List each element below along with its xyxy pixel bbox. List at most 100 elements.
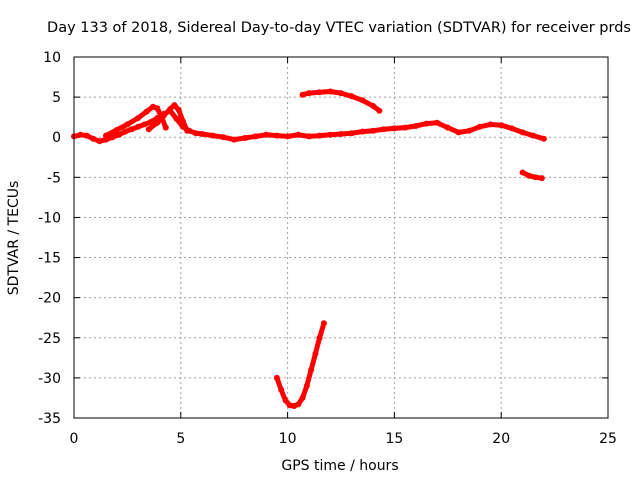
series-arc-to-4h [103,103,169,139]
y-tick-label: -35 [38,411,61,427]
data-point [519,169,526,176]
data-point [115,131,122,138]
data-point [160,112,167,119]
data-point [90,135,97,142]
series-late-negative-segment [519,169,545,182]
data-point [412,123,419,129]
data-point [135,123,142,130]
data-point [312,350,319,357]
y-axis-label: SDTVAR / TECUs [6,181,22,296]
data-point [423,120,430,127]
data-point [508,125,515,132]
series-main-baseline [71,107,547,145]
data-point [278,386,285,393]
data-point [145,126,152,133]
data-point [192,130,199,137]
data-point [530,132,537,139]
data-point [348,130,355,137]
data-point [154,105,161,112]
data-point [444,124,451,131]
data-point [273,132,280,139]
data-point [303,382,310,389]
data-point [532,174,539,181]
x-tick-label: 15 [385,431,403,447]
data-point [96,138,103,145]
data-point [348,93,355,100]
data-point [327,131,334,138]
data-point [143,108,150,115]
data-point [241,135,248,141]
data-point [124,121,131,128]
data-point [519,129,526,136]
data-point [284,133,291,140]
data-point [327,88,334,95]
data-point [173,115,180,122]
data-point [154,119,161,126]
data-point [167,106,174,113]
data-point [184,127,191,134]
data-point [476,123,483,130]
data-point [380,126,387,133]
y-tick-label: 0 [52,130,61,146]
data-point [370,102,376,109]
data-point [338,90,344,97]
series-arc-to-4.7h [145,102,191,134]
series-deep-dip [273,320,327,409]
data-point [299,91,306,98]
data-point [316,132,323,139]
data-point [77,131,84,138]
data-point [135,115,142,121]
x-tick-label: 25 [599,431,617,447]
y-tick-label: -15 [38,251,61,267]
data-point [487,121,494,128]
data-point [179,118,186,125]
y-tick-label: -10 [38,210,61,226]
x-tick-label: 20 [492,431,510,447]
data-point [199,131,206,137]
data-point [175,106,182,113]
y-tick-label: 10 [43,50,61,66]
data-point [252,133,259,140]
y-tick-label: -30 [38,371,61,387]
data-point [455,129,462,136]
data-point [282,397,289,404]
data-point [391,125,398,132]
data-point [316,89,323,96]
data-point [498,122,505,129]
data-point [263,131,270,138]
data-point [540,135,547,142]
data-point [220,134,227,141]
data-point [338,131,344,137]
data-point [306,133,312,140]
data-point [308,366,315,373]
data-point [83,132,90,139]
y-tick-label: -5 [47,170,61,186]
data-point [162,124,169,131]
data-point [171,102,178,109]
data-point [103,132,109,139]
plot-frame [73,56,609,419]
x-tick-label: 0 [70,431,79,447]
data-point [376,107,383,114]
data-point [402,124,409,131]
data-point [538,175,545,182]
data-point [526,172,532,179]
data-point [128,126,135,133]
data-point [316,334,323,341]
data-series [71,88,547,409]
data-point [122,128,129,135]
data-point [306,90,312,97]
data-point [359,97,366,104]
x-tick-label: 5 [176,431,185,447]
data-point [466,127,473,134]
x-axis-label: GPS time / hours [281,458,398,474]
data-point [113,127,120,133]
series-line [520,170,545,181]
data-point [320,320,327,327]
y-tick-label: -20 [38,291,61,307]
chart-title: Day 133 of 2018, Sidereal Day-to-day VTE… [47,20,631,36]
x-tick-label: 10 [279,431,297,447]
series-upper-arc [299,88,383,114]
